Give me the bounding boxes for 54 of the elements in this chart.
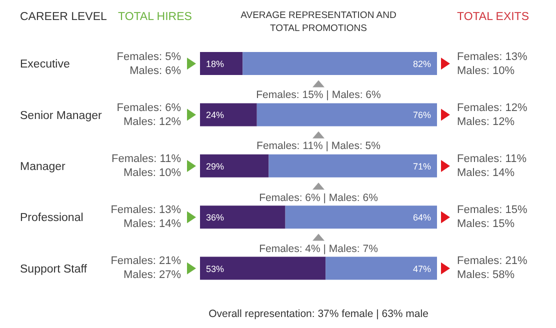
data-label: 36%: [206, 212, 224, 223]
text: Females: 21%: [457, 255, 528, 268]
data-label: 47%: [412, 264, 431, 274]
bar: [285, 206, 437, 229]
annotation: Females: 6% | Males: 6%: [259, 192, 378, 204]
text: Females: 11%: [457, 153, 526, 165]
annotation: Females: 11% | Males: 5%: [256, 140, 380, 152]
text: Males: 6%: [130, 64, 181, 77]
text: Males: 10%: [457, 64, 514, 77]
data-label: 29%: [206, 161, 224, 172]
data-label: 82%: [412, 59, 431, 69]
bar: [326, 256, 437, 280]
bar: [256, 103, 437, 126]
y-tick-label: Senior Manager: [20, 110, 102, 122]
text: Males: 14%: [457, 167, 514, 179]
text: Females: 13%: [110, 204, 181, 216]
text: Males: 10%: [124, 167, 181, 179]
text: Males: 12%: [457, 116, 514, 128]
bar: [268, 154, 437, 178]
y-tick-label: Manager: [20, 161, 66, 173]
text: Males: 27%: [124, 269, 181, 282]
text: CAREER LEVEL: [20, 11, 107, 23]
y-tick-label: Support Staff: [20, 263, 88, 276]
bar: [200, 154, 269, 178]
bar: [200, 206, 286, 229]
text: TOTAL HIRES: [118, 11, 192, 23]
annotation: Females: 4% | Males: 7%: [259, 242, 378, 255]
text: Females: 21%: [110, 255, 181, 268]
text: Males: 14%: [124, 218, 181, 230]
text: Males: 15%: [457, 218, 514, 230]
text: Females: 12%: [457, 102, 528, 114]
data-label: 24%: [206, 110, 224, 120]
text: TOTAL EXITS: [457, 11, 529, 23]
text: Males: 58%: [457, 269, 514, 282]
y-tick-label: Executive: [20, 58, 70, 71]
bar: [200, 256, 326, 280]
text: Males: 12%: [124, 116, 181, 128]
text: Females: 6%: [116, 102, 181, 114]
data-label: 71%: [412, 161, 431, 172]
bar: [200, 52, 243, 75]
data-label: 18%: [206, 59, 224, 69]
data-label: 53%: [206, 264, 224, 274]
bar: [200, 103, 257, 126]
data-label: 64%: [412, 212, 431, 223]
annotation: Females: 15% | Males: 6%: [256, 89, 381, 102]
y-tick-label: Professional: [20, 212, 84, 224]
text: Females: 11%: [112, 153, 181, 165]
bar: [242, 52, 437, 75]
text: Females: 5%: [116, 50, 181, 63]
text: Females: 15%: [457, 204, 528, 216]
chart-title: AVERAGE REPRESENTATION AND TOTAL PROMOTIONS: [240, 9, 398, 35]
text: Females: 13%: [457, 50, 528, 63]
text: Overall representation: 37% female | 63% male: [208, 308, 428, 320]
data-label: 76%: [412, 110, 431, 120]
